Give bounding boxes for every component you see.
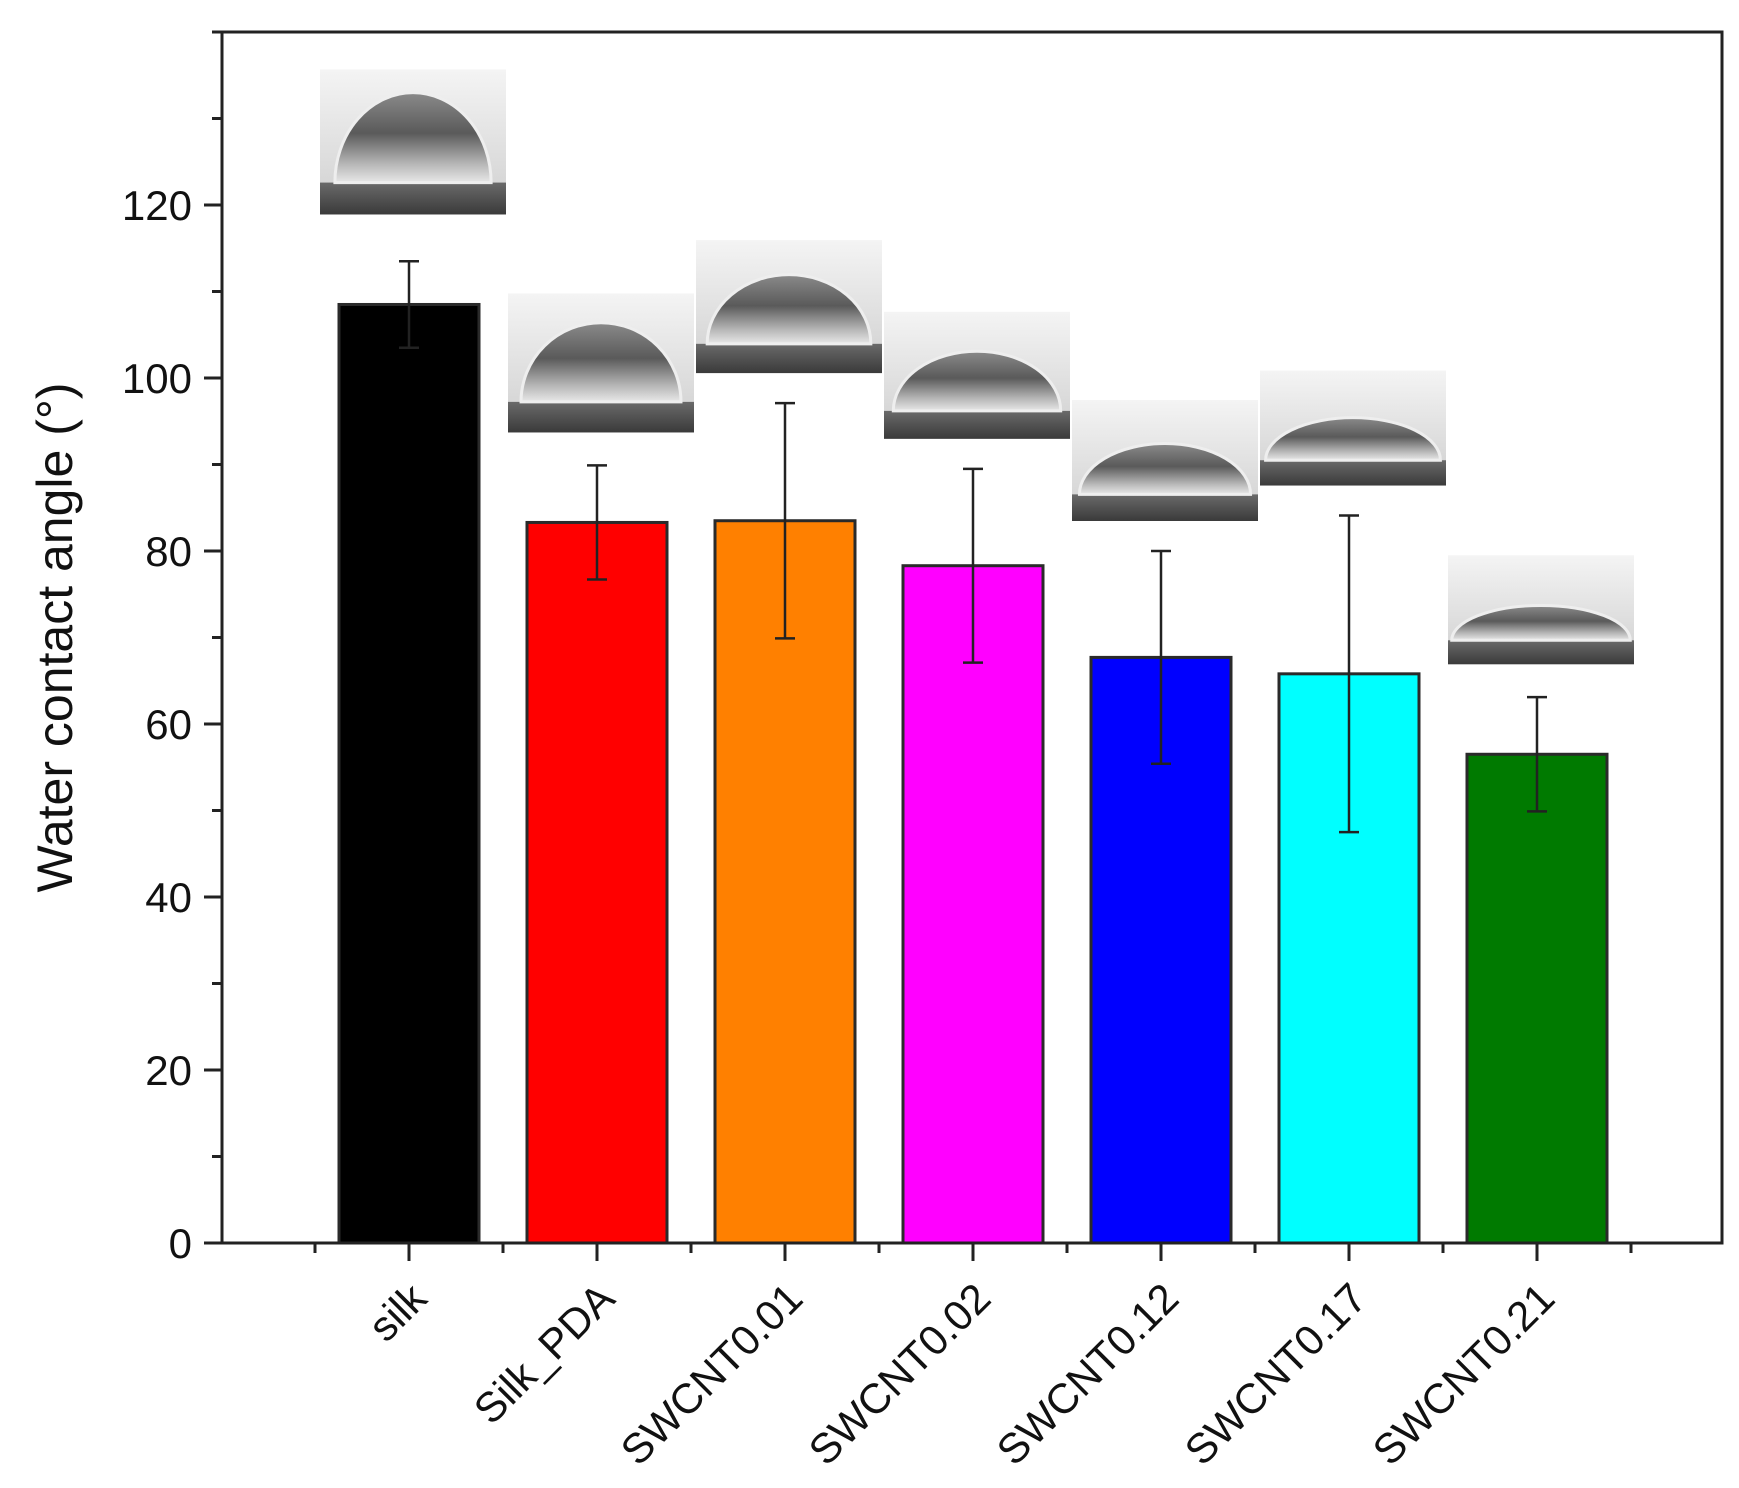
x-tick-label: SWCNT0.21 [1363, 1274, 1563, 1474]
x-tick-label: Silk_PDA [465, 1274, 624, 1433]
error-bars [399, 259, 1547, 834]
y-tick-label: 60 [145, 701, 192, 748]
droplet-image [884, 311, 1070, 439]
error-bar [1151, 549, 1171, 766]
bars [337, 302, 1609, 1245]
x-tick-label: silk [359, 1273, 436, 1350]
error-bar [587, 464, 607, 581]
axes [204, 30, 1724, 1261]
y-tick-label: 20 [145, 1047, 192, 1094]
error-bar [399, 259, 419, 349]
error-bar [963, 467, 983, 664]
y-tick-label: 100 [122, 355, 192, 402]
y-tick-label: 0 [169, 1220, 192, 1267]
droplet-image [1072, 400, 1258, 521]
droplet-image [1448, 555, 1634, 665]
bar [713, 519, 857, 1245]
x-tick-label: SWCNT0.01 [611, 1274, 811, 1474]
bar [337, 302, 481, 1245]
y-tick-label: 40 [145, 874, 192, 921]
y-axis-title: Water contact angle (°) [27, 382, 83, 892]
droplet-image [696, 240, 882, 374]
bar [1465, 752, 1609, 1245]
droplet-image [508, 293, 694, 433]
droplet-image [320, 69, 506, 215]
error-bar [775, 401, 795, 640]
x-tick-label: SWCNT0.02 [799, 1274, 999, 1474]
x-tick-label: SWCNT0.12 [987, 1274, 1187, 1474]
y-tick-label: 80 [145, 528, 192, 575]
error-bar [1339, 514, 1359, 834]
droplet-images [320, 69, 1634, 665]
error-bar [1527, 695, 1547, 813]
bar [901, 564, 1045, 1245]
droplet-image [1260, 370, 1446, 486]
bar [525, 520, 669, 1245]
x-tick-label: SWCNT0.17 [1175, 1274, 1375, 1474]
y-tick-label: 120 [122, 182, 192, 229]
